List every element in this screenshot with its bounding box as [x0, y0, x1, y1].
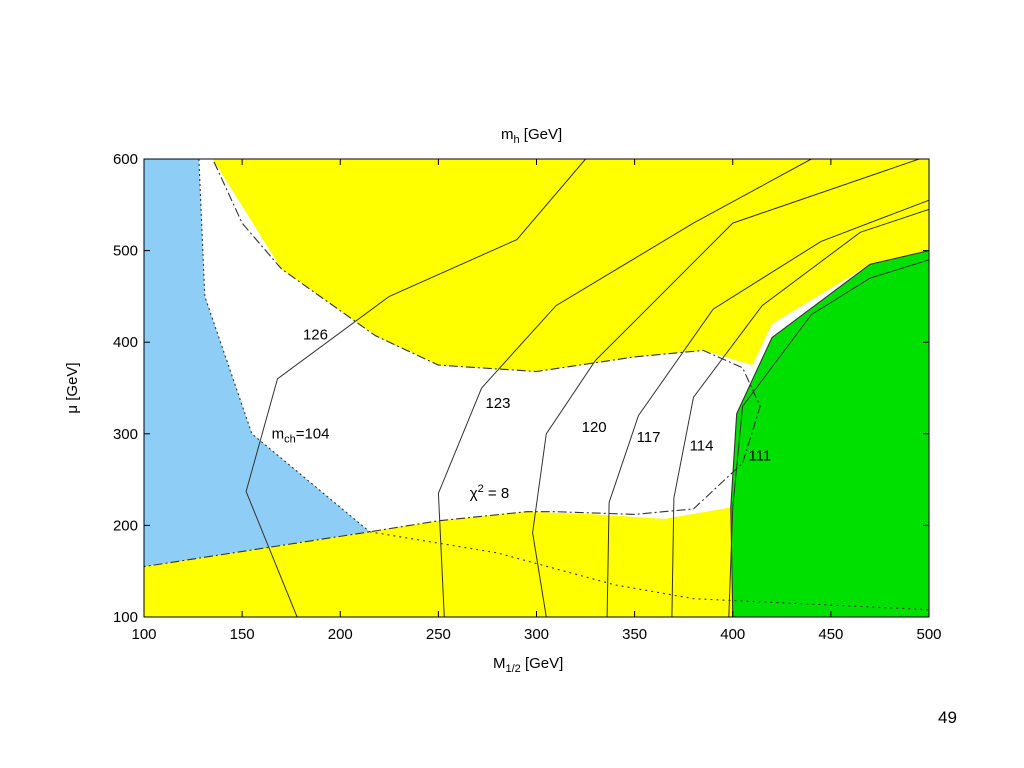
- x-tick-label: 400: [720, 626, 745, 643]
- x-tick-label: 150: [230, 626, 255, 643]
- y-axis-label: μ [GeV]: [64, 362, 81, 413]
- region-excluded-blue: [144, 159, 370, 567]
- y-tick-label: 300: [113, 426, 138, 443]
- x-tick-label: 450: [818, 626, 843, 643]
- label-111: 111: [748, 447, 771, 464]
- contour-line-126: [245, 159, 586, 617]
- contour-line-123: [437, 159, 812, 617]
- label-123: 123: [485, 395, 510, 412]
- x-tick-label: 350: [622, 626, 647, 643]
- y-tick-label: 500: [113, 243, 138, 260]
- x-tick-label: 300: [524, 626, 549, 643]
- region-excluded-green: [730, 250, 929, 617]
- label-114: 114: [690, 437, 714, 454]
- x-tick-label: 100: [131, 626, 156, 643]
- y-tick-label: 400: [113, 334, 138, 351]
- annotation-layer: 126 123 120 117 114 111: [303, 326, 771, 464]
- contour-line-120: [532, 159, 920, 617]
- region-excluded-yellow-top: [212, 159, 929, 372]
- x-axis-ticks: 100 150 200 250 300 350 400 450 500: [131, 159, 942, 643]
- mch-annotation: mch=104: [272, 425, 330, 445]
- x-tick-label: 500: [916, 626, 941, 643]
- label-117: 117: [637, 429, 661, 446]
- contour-line-111: [728, 259, 929, 617]
- x-tick-label: 250: [426, 626, 451, 643]
- contour-line-114: [671, 208, 929, 617]
- boundary-chi2-contour-top: [144, 159, 761, 568]
- page-number: 49: [938, 708, 957, 727]
- y-axis-ticks: 100 200 300 400 500 600: [113, 151, 929, 626]
- x-axis-label: M1/2 [GeV]: [493, 655, 563, 675]
- contour-layer: [245, 159, 929, 617]
- boundary-blue-edge: [198, 159, 371, 533]
- label-120: 120: [582, 419, 607, 436]
- boundary-layer: [144, 159, 929, 617]
- contour-line-117: [606, 199, 929, 617]
- boundary-green-edge: [730, 250, 929, 617]
- chi2-annotation: χ2 = 8: [470, 483, 509, 502]
- region-layer: [144, 159, 929, 617]
- label-126: 126: [303, 326, 328, 343]
- region-excluded-yellow-bottom: [144, 507, 733, 617]
- y-tick-label: 100: [113, 609, 138, 626]
- y-tick-label: 600: [113, 151, 138, 168]
- x-tick-label: 200: [328, 626, 353, 643]
- chart-title: mh [GeV]: [501, 126, 562, 146]
- y-tick-label: 200: [113, 517, 138, 534]
